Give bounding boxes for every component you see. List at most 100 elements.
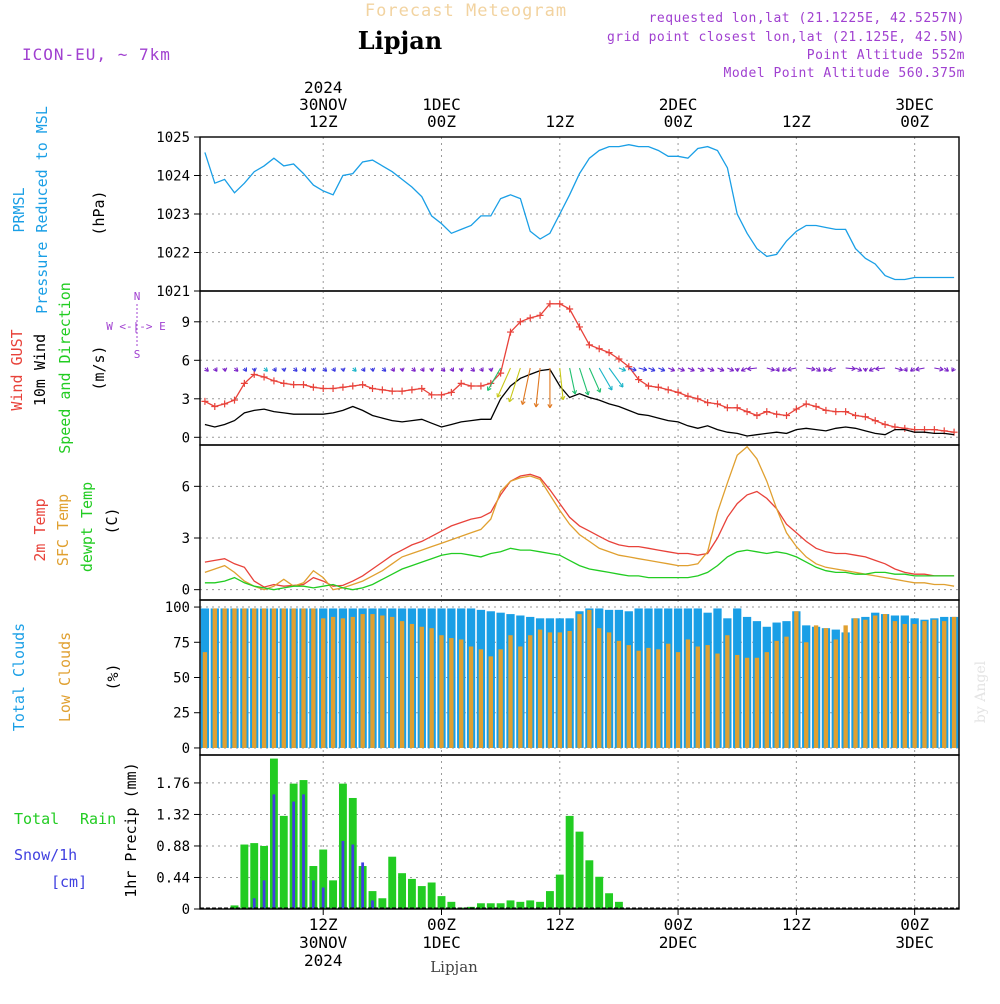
snow-bar [342, 841, 345, 909]
wind-gust-marker [389, 388, 396, 395]
snow-bar [273, 794, 276, 909]
model-label: ICON-EU, ~ 7km [22, 45, 171, 64]
rain-bar [388, 857, 396, 909]
low-cloud-bar [676, 652, 680, 748]
low-cloud-bar [814, 625, 818, 748]
point-altitude: Point Altitude 552m [807, 48, 965, 63]
low-cloud-bar [794, 611, 798, 748]
low-cloud-bar [804, 642, 808, 748]
low-cloud-bar [853, 618, 857, 748]
rain-bar [605, 893, 613, 909]
bottom-time-label: 30NOV [299, 933, 348, 952]
rain-bar [556, 875, 564, 909]
rain-bar [428, 882, 436, 909]
low-cloud-bar [370, 614, 374, 748]
wind-gust-marker [852, 412, 859, 419]
snow-bar [263, 880, 266, 909]
wind-gust-marker [339, 384, 346, 391]
compass-west-east: W <-|-> E [106, 320, 166, 333]
wind-gust-marker [714, 400, 721, 407]
wind-gust-marker [606, 349, 613, 356]
wind-gust-marker [665, 386, 672, 393]
precip-ytick-label: 0.88 [156, 839, 190, 855]
low-cloud-bar [597, 628, 601, 748]
low-cloud-bar [883, 614, 887, 748]
low-cloud-bar [843, 625, 847, 748]
low-cloud-bar [784, 637, 788, 748]
compass-north: N [134, 290, 141, 303]
wind-arrow [488, 368, 501, 391]
wind-gust-marker [803, 400, 810, 407]
low-cloud-bar [666, 644, 670, 748]
wind-gust-marker [527, 314, 534, 321]
wind-arrow [609, 368, 623, 387]
wind-arrow [560, 368, 563, 400]
snow-bar [322, 888, 325, 909]
pressure-ytick-label: 1025 [156, 130, 190, 146]
low-cloud-bar [646, 648, 650, 748]
low-cloud-bar [765, 652, 769, 748]
wind-gust-marker [566, 305, 573, 312]
cloud-label-unit: (%) [104, 663, 122, 690]
precip-label-total: Total [14, 810, 59, 828]
low-cloud-bar [538, 630, 542, 748]
low-cloud-bar [952, 617, 956, 748]
wind-label-10m: 10m Wind [31, 334, 49, 406]
pressure-label-unit: (hPa) [90, 190, 108, 235]
low-cloud-bar [301, 608, 305, 748]
wind-arrow [522, 368, 530, 405]
rain-bar [595, 877, 603, 909]
wind-gust-marker [290, 381, 297, 388]
low-cloud-bar [696, 647, 700, 748]
low-cloud-bar [873, 616, 877, 748]
wind-gust-marker [655, 384, 662, 391]
low-cloud-bar [459, 639, 463, 748]
low-cloud-bar [912, 624, 916, 748]
credit-watermark: by Angel [973, 660, 989, 723]
low-cloud-bar [715, 654, 719, 748]
low-cloud-bar [242, 608, 246, 748]
wind-gust-marker [418, 385, 425, 392]
wind-gust-marker [300, 381, 307, 388]
compass-south: S [134, 348, 141, 361]
low-cloud-bar [627, 645, 631, 748]
model-altitude: Model Point Altitude 560.375m [724, 66, 965, 81]
temperature-labels: 2m Temp SFC Temp dewpt Temp (C) [31, 482, 121, 572]
clouds-ytick-label: 50 [173, 671, 190, 687]
wind-arrow [570, 368, 576, 394]
precip-ytick-label: 0 [182, 902, 190, 918]
pressure-ytick-label: 1022 [156, 246, 190, 262]
wind-gust-marker [221, 400, 228, 407]
rain-bar [585, 860, 593, 909]
wind-gust-marker [231, 397, 238, 404]
low-cloud-bar [528, 635, 532, 748]
temp-label-unit: (C) [103, 507, 121, 534]
low-cloud-bar [577, 614, 581, 748]
snow-bar [351, 845, 354, 909]
rain-bar [418, 886, 426, 909]
panel-temperature: 036 [182, 445, 959, 600]
wind-gust-marker [645, 382, 652, 389]
wind-gust-marker [872, 417, 879, 424]
requested-coords: requested lon,lat (21.1225E, 42.5257N) [649, 11, 965, 26]
bottom-time-label: 2024 [304, 951, 343, 970]
wind-gust-marker [694, 395, 701, 402]
precip-label-snow-unit: [cm] [51, 873, 87, 891]
rain-bar [546, 891, 554, 909]
low-cloud-bar [203, 652, 207, 748]
temp-label-2m: 2m Temp [31, 498, 49, 561]
wind-gust-marker [438, 391, 445, 398]
rain-bar [438, 896, 446, 909]
wind-ytick-label: 9 [182, 315, 190, 331]
low-cloud-bar [222, 608, 226, 748]
wind-ytick-label: 6 [182, 353, 190, 369]
precip-labels: Total Rain Snow/1h [cm] 1hr Precip (mm) [14, 762, 140, 897]
rain-bar [378, 898, 386, 909]
low-cloud-bar [400, 621, 404, 748]
wind-arrow [599, 368, 612, 390]
bottom-time-label: 12Z [545, 915, 574, 934]
footer-location: Lipjan [430, 958, 478, 976]
low-cloud-bar [282, 608, 286, 748]
bottom-time-label: 2DEC [659, 933, 698, 952]
